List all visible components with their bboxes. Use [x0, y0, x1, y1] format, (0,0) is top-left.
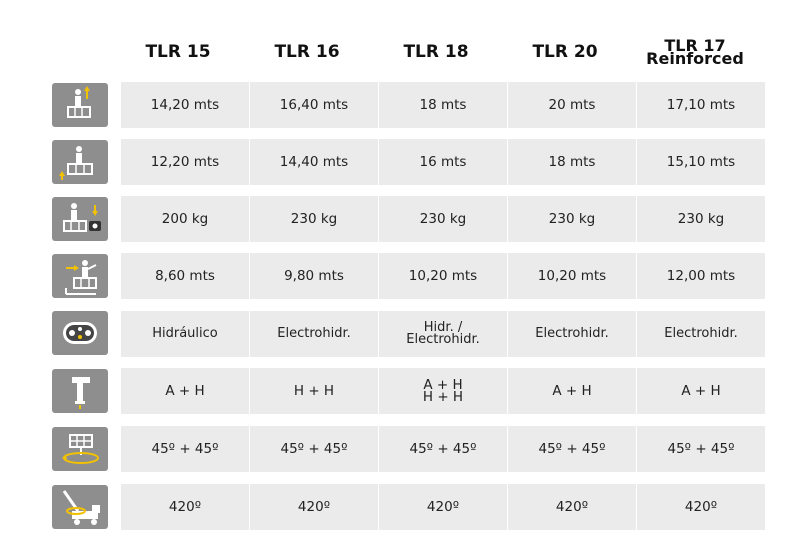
cell-horizontal-reach-tlr16: 9,80 mts — [250, 253, 378, 299]
cell-working-height-tlr16: 16,40 mts — [250, 82, 378, 128]
cell-turret-rotation-tlr16: 420º — [250, 484, 378, 530]
cell-basket-rotation-tlr20: 45º + 45º — [508, 426, 636, 472]
cell-basket-rotation-tlr18: 45º + 45º — [379, 426, 507, 472]
cell-basket-rotation-tlr16: 45º + 45º — [250, 426, 378, 472]
cell-basket-load-tlr16: 230 kg — [250, 196, 378, 242]
basket-load-icon — [52, 197, 108, 241]
working-height-icon — [52, 83, 108, 127]
cell-basket-load-tlr17: 230 kg — [637, 196, 765, 242]
cell-basket-rotation-tlr17: 45º + 45º — [637, 426, 765, 472]
cell-basket-rotation-tlr15: 45º + 45º — [121, 426, 249, 472]
turret-rotation-icon — [52, 485, 108, 529]
cell-basket-load-tlr20: 230 kg — [508, 196, 636, 242]
cell-working-height-tlr17: 17,10 mts — [637, 82, 765, 128]
cell-working-height-tlr15: 14,20 mts — [121, 82, 249, 128]
cell-control-type-tlr20: Electrohidr. — [508, 311, 636, 357]
column-header-tlr16: TLR 16 — [274, 41, 340, 62]
cell-turret-rotation-tlr18: 420º — [379, 484, 507, 530]
column-header-tlr15: TLR 15 — [145, 41, 211, 62]
outrigger-icon — [52, 369, 108, 413]
cell-outriggers-tlr17: A + H — [637, 368, 765, 414]
column-header-tlr17-reinforced: TLR 17 Reinforced — [646, 36, 744, 68]
cell-platform-height-tlr15: 12,20 mts — [121, 139, 249, 185]
cell-working-height-tlr18: 18 mts — [379, 82, 507, 128]
cell-horizontal-reach-tlr20: 10,20 mts — [508, 253, 636, 299]
cell-working-height-tlr20: 20 mts — [508, 82, 636, 128]
cell-turret-rotation-tlr20: 420º — [508, 484, 636, 530]
cell-control-type-tlr16: Electrohidr. — [250, 311, 378, 357]
cell-control-type-tlr15: Hidráulico — [121, 311, 249, 357]
cell-outriggers-tlr20: A + H — [508, 368, 636, 414]
cell-horizontal-reach-tlr15: 8,60 mts — [121, 253, 249, 299]
cell-outriggers-tlr16: H + H — [250, 368, 378, 414]
column-header-tlr18: TLR 18 — [403, 41, 469, 62]
cell-horizontal-reach-tlr17: 12,00 mts — [637, 253, 765, 299]
cell-control-type-tlr17: Electrohidr. — [637, 311, 765, 357]
cell-basket-load-tlr15: 200 kg — [121, 196, 249, 242]
control-panel-icon — [52, 311, 108, 355]
cell-turret-rotation-tlr15: 420º — [121, 484, 249, 530]
cell-platform-height-tlr18: 16 mts — [379, 139, 507, 185]
cell-horizontal-reach-tlr18: 10,20 mts — [379, 253, 507, 299]
platform-height-icon — [52, 140, 108, 184]
cell-platform-height-tlr20: 18 mts — [508, 139, 636, 185]
cell-platform-height-tlr17: 15,10 mts — [637, 139, 765, 185]
cell-control-type-tlr18: Hidr. / Electrohidr. — [379, 311, 507, 357]
horizontal-reach-icon — [52, 254, 108, 298]
cell-outriggers-tlr15: A + H — [121, 368, 249, 414]
cell-platform-height-tlr16: 14,40 mts — [250, 139, 378, 185]
cell-turret-rotation-tlr17: 420º — [637, 484, 765, 530]
basket-rotation-icon — [52, 427, 108, 471]
cell-basket-load-tlr18: 230 kg — [379, 196, 507, 242]
cell-outriggers-tlr18: A + H H + H — [379, 368, 507, 414]
column-header-tlr20: TLR 20 — [532, 41, 598, 62]
